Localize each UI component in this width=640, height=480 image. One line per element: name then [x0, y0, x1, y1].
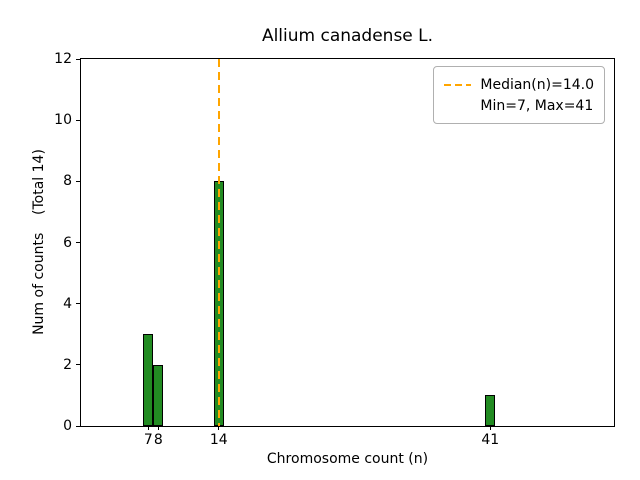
bar-n-7 — [143, 334, 154, 427]
x-tick-41 — [489, 426, 491, 430]
median-dashed-line-swatch — [444, 83, 472, 86]
y-tick-4 — [76, 303, 80, 305]
y-tick-label-10: 10 — [54, 112, 72, 129]
x-tick-14 — [218, 426, 220, 430]
x-axis-label: Chromosome count (n) — [266, 451, 429, 467]
x-tick-8 — [157, 426, 159, 430]
y-tick-label-12: 12 — [54, 51, 72, 67]
median-line — [217, 59, 220, 426]
y-tick-2 — [76, 364, 80, 366]
y-tick-label-0: 0 — [63, 418, 72, 434]
bar-n-8 — [153, 364, 164, 426]
legend-entry-minmax: Min=7, Max=41 — [444, 95, 594, 116]
y-tick-label-4: 4 — [63, 295, 72, 312]
x-tick-label-8: 8 — [153, 432, 163, 448]
x-tick-label-41: 41 — [481, 432, 500, 448]
legend-entry-median: Median(n)=14.0 — [444, 74, 594, 95]
y-tick-8 — [76, 180, 80, 182]
legend-empty-handle — [444, 105, 471, 107]
y-tick-6 — [76, 242, 80, 243]
x-tick-7 — [147, 426, 149, 430]
y-tick-12 — [76, 58, 80, 60]
legend-label-median: Median(n)=14.0 — [480, 76, 594, 93]
chart-title: Allium canadense L. — [261, 26, 434, 46]
y-tick-label-2: 2 — [63, 356, 72, 373]
legend: Median(n)=14.0 Min=7, Max=41 — [433, 66, 605, 124]
bar-n-41 — [485, 395, 496, 426]
legend-label-minmax: Min=7, Max=41 — [480, 97, 594, 114]
x-tick-label-14: 14 — [209, 432, 228, 448]
plot-area: 7 8 14 41 0 2 4 6 8 10 12 Median(n)=14.0 Min=7, Ma… — [54, 51, 615, 448]
y-tick-label-8: 8 — [63, 173, 72, 190]
y-tick-label-6: 6 — [63, 234, 72, 251]
x-tick-label-7: 7 — [143, 432, 153, 448]
y-tick-10 — [76, 119, 80, 121]
y-tick-0 — [76, 425, 80, 427]
